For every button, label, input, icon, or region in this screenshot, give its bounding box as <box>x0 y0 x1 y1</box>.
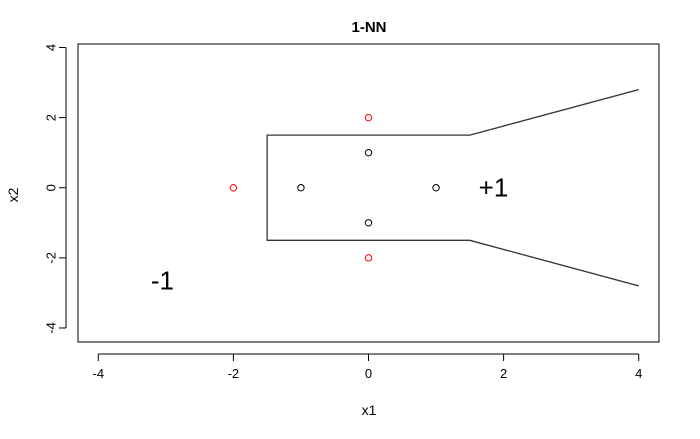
chart-title: 1-NN <box>351 19 386 36</box>
y-axis: -4 -2 0 2 4 <box>44 44 67 334</box>
plot-frame <box>77 43 660 343</box>
positive-point <box>297 184 305 192</box>
x-tick-label: -2 <box>228 366 240 381</box>
y-tick-label: -2 <box>44 252 59 264</box>
negative-point <box>364 254 373 262</box>
region-label: +1 <box>479 173 509 203</box>
decision-boundary <box>266 88 639 287</box>
negative-point <box>229 184 238 192</box>
positive-point <box>364 219 373 227</box>
x-tick-label: -4 <box>92 366 104 381</box>
y-tick-label: 4 <box>44 44 59 51</box>
negative-point <box>364 113 373 122</box>
points-layer <box>229 113 440 262</box>
annotations-layer: +1 -1 <box>151 173 508 296</box>
region-label: -1 <box>151 266 174 296</box>
y-tick-label: 2 <box>44 114 59 121</box>
y-tick-label: 0 <box>44 184 59 191</box>
x-axis: -4 -2 0 2 4 <box>92 353 642 381</box>
x-tick-label: 2 <box>500 366 507 381</box>
x-axis-label: x1 <box>362 402 377 418</box>
x-tick-label: 0 <box>365 366 372 381</box>
decision-boundary-layer <box>266 88 639 287</box>
y-tick-label: -4 <box>44 322 59 334</box>
positive-point <box>432 184 440 192</box>
y-axis-label: x2 <box>5 187 21 202</box>
x-tick-label: 4 <box>635 366 642 381</box>
positive-point <box>364 148 373 157</box>
